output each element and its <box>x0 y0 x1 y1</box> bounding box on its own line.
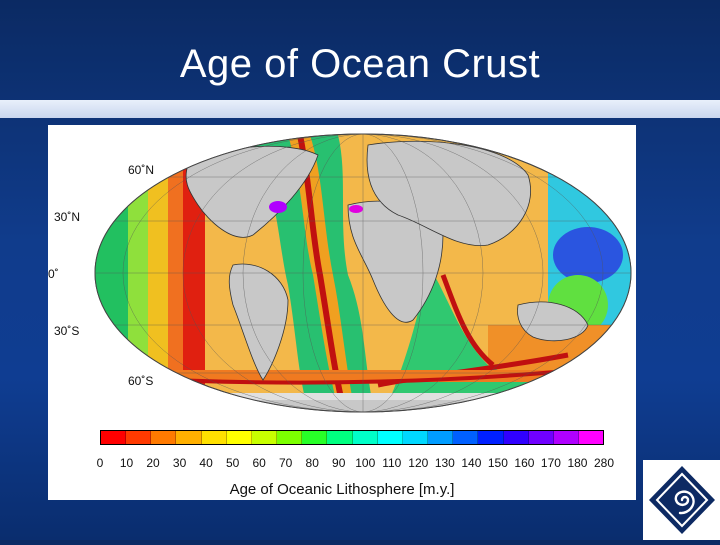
colorbar-tick-label: 160 <box>514 456 535 470</box>
colorbar-tick-label: 110 <box>382 456 402 470</box>
lat-label-60s: 60˚S <box>128 374 154 388</box>
colorbar-swatch <box>352 431 378 444</box>
colorbar-swatch <box>428 431 454 444</box>
title-divider <box>0 100 720 118</box>
colorbar-tick-label: 10 <box>119 456 134 470</box>
colorbar-swatch <box>302 431 328 444</box>
colorbar-swatch <box>478 431 504 444</box>
colorbar-swatch <box>251 431 278 444</box>
colorbar-swatch <box>101 431 127 444</box>
colorbar-tick-label: 130 <box>434 456 455 470</box>
spiral-diamond-icon <box>649 466 715 534</box>
colorbar-swatch <box>327 431 353 444</box>
colorbar-swatch <box>176 431 202 444</box>
colorbar-swatch <box>528 431 554 444</box>
colorbar-tick-label: 60 <box>252 456 266 470</box>
colorbar-swatch <box>578 431 604 444</box>
colorbar-swatch <box>503 431 529 444</box>
colorbar-swatch <box>151 431 177 444</box>
slide-title: Age of Ocean Crust <box>179 42 541 86</box>
colorbar-swatch <box>126 431 152 444</box>
colorbar-tick-label: 140 <box>461 456 482 470</box>
colorbar-tick-label: 280 <box>593 456 615 470</box>
colorbar-tick-label: 40 <box>199 456 213 470</box>
colorbar-tick-label: 70 <box>278 456 293 470</box>
colorbar-tick-label: 120 <box>408 456 429 470</box>
lat-label-60n: 60˚N <box>128 163 155 177</box>
colorbar-tick-label: 80 <box>305 456 319 470</box>
colorbar-tick-label: 180 <box>567 456 588 470</box>
world-map-mollweide <box>94 133 632 413</box>
colorbar-tick-label: 90 <box>332 456 346 470</box>
colorbar-tick-label: 170 <box>540 456 561 470</box>
colorbar-label: Age of Oceanic Lithosphere [m.y.] <box>229 481 455 498</box>
colorbar-swatch <box>402 431 429 444</box>
logo <box>643 460 720 540</box>
colorbar-tick-label: 30 <box>172 456 187 470</box>
colorbar-ticks: 0 10 20 30 40 50 60 70 80 90 100 110 120 130 140 150 160… <box>96 456 614 470</box>
colorbar-tick-label: 150 <box>487 456 508 470</box>
lat-label-equator: 0˚ <box>48 267 59 281</box>
colorbar-swatch <box>226 431 252 444</box>
colorbar-swatch <box>453 431 479 444</box>
lat-label-30s: 30˚S <box>54 324 80 338</box>
colorbar-swatch <box>553 431 579 444</box>
colorbar-tick-label: 50 <box>225 456 240 470</box>
colorbar-swatch <box>201 431 227 444</box>
figure-panel: 60˚N 30˚N 0˚ 30˚S 60˚S 0 10 20 30 40 50 60 70 80… <box>48 125 636 500</box>
colorbar-tick-label: 0 <box>96 456 104 470</box>
colorbar-swatch <box>377 431 403 444</box>
colorbar-tick-label: 100 <box>355 456 376 470</box>
age-colorbar <box>100 430 604 445</box>
colorbar-tick-label: 20 <box>146 456 160 470</box>
colorbar-swatch <box>277 431 303 444</box>
lat-label-30n: 30˚N <box>54 210 81 224</box>
